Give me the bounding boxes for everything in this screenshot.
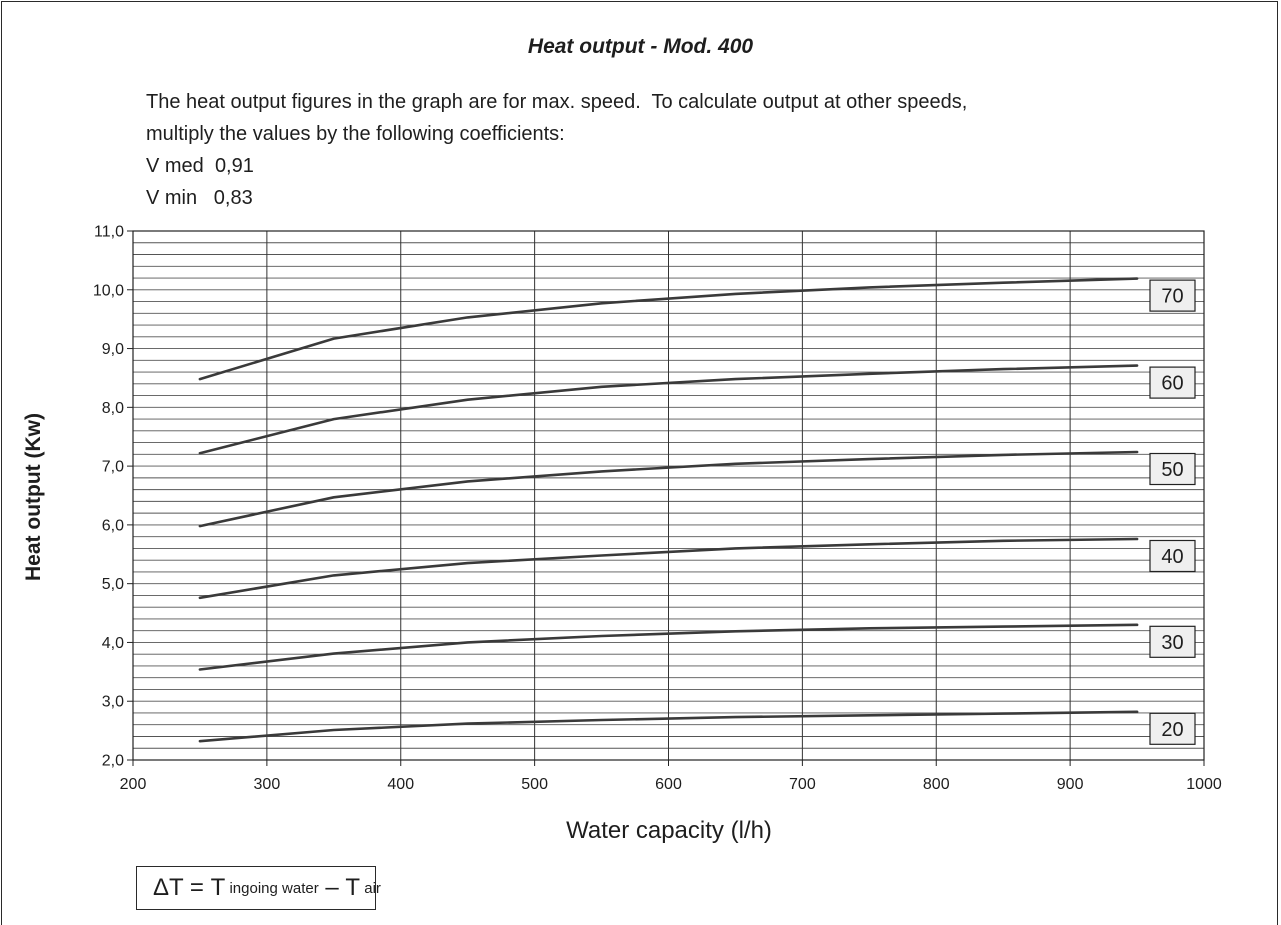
series-label-box	[1149, 712, 1196, 745]
formula-minus: –	[325, 874, 339, 901]
x-tick-label: 400	[387, 776, 414, 793]
y-tick-label: 9,0	[102, 341, 124, 358]
coefficient-value: 0,91	[214, 155, 254, 177]
series-line-30	[198, 623, 1139, 671]
delta-t-formula: ΔT = T ingoing water – T air	[136, 866, 381, 910]
y-tick-label: 8,0	[102, 400, 124, 417]
series-label-box	[1149, 539, 1196, 573]
y-tick-label: 11,0	[94, 224, 124, 241]
note-line-1: The heat output figures in the graph are…	[146, 91, 968, 113]
formula-t-water: T	[210, 874, 226, 901]
y-tick-label: 5,0	[102, 576, 124, 593]
axes: 2,0 3,0 4,0 5,0 6,0 7,0 8,0 9,0 10,0 11,0 200 300 40…	[93, 224, 1222, 794]
series-lines	[198, 277, 1139, 743]
series-line-20	[198, 710, 1139, 743]
series-labels: 20 30 40 50 60 70	[1149, 279, 1196, 745]
series-label-box	[1149, 366, 1196, 399]
x-tick-label: 700	[789, 776, 816, 793]
x-tick-label: 300	[254, 776, 281, 793]
x-tick-label: 200	[120, 776, 147, 793]
series-line-60	[198, 364, 1139, 455]
series-label-60: 60	[1161, 373, 1183, 395]
formula-delta-t: ΔT =	[153, 874, 204, 901]
series-label-box	[1149, 625, 1196, 658]
series-label-20: 20	[1161, 719, 1183, 741]
series-line-40	[198, 537, 1139, 600]
formula-t-air: T	[345, 874, 361, 901]
coefficient-v-min: V min 0,83	[146, 187, 253, 210]
coefficient-v-med: V med 0,91	[146, 155, 254, 178]
grid	[132, 230, 1205, 761]
series-label-40: 40	[1161, 546, 1183, 568]
chart-title: Heat output - Mod. 400	[527, 35, 754, 58]
y-tick-label: 2,0	[102, 753, 124, 770]
y-axis-title: Heat output (Kw)	[22, 413, 45, 581]
x-tick-label: 1000	[1186, 776, 1222, 793]
formula-air: air	[364, 879, 381, 897]
x-tick-label: 800	[923, 776, 950, 793]
series-line-70	[198, 277, 1139, 381]
x-tick-label: 900	[1057, 776, 1084, 793]
y-tick-label: 4,0	[102, 635, 124, 652]
y-tick-label: 10,0	[93, 282, 124, 299]
series-label-50: 50	[1161, 459, 1183, 481]
coefficient-label: V med	[146, 155, 204, 177]
x-axis-title: Water capacity (l/h)	[566, 817, 772, 844]
series-label-box	[1149, 279, 1196, 312]
series-label-30: 30	[1161, 632, 1183, 654]
coefficient-label: V min	[146, 187, 198, 209]
y-tick-label: 3,0	[102, 694, 124, 711]
y-tick-label: 6,0	[102, 517, 124, 534]
series-label-box	[1149, 452, 1196, 486]
x-tick-label: 500	[521, 776, 548, 793]
x-tick-label: 600	[655, 776, 682, 793]
formula-ingoing-water: ingoing water	[229, 879, 319, 897]
y-tick-label: 7,0	[102, 459, 124, 476]
series-line-50	[198, 450, 1139, 528]
note-line-2: multiply the values by the following coe…	[146, 123, 565, 145]
coefficient-value: 0,83	[213, 187, 253, 209]
series-label-70: 70	[1161, 286, 1183, 308]
